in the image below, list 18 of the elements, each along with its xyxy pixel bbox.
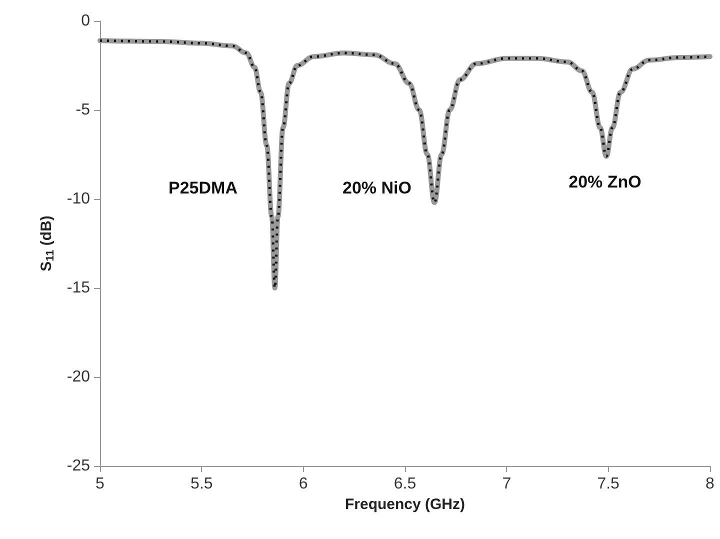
y-tick-label: -20 (66, 368, 90, 386)
y-tick-label: -5 (76, 102, 90, 118)
x-tick-label: 7.5 (597, 476, 620, 492)
annotation: 20% ZnO (568, 172, 642, 192)
y-tick-label: -10 (66, 190, 90, 208)
x-tick-label: 5 (96, 476, 105, 492)
x-tick-label: 6.5 (394, 476, 416, 492)
x-tick-label: 6 (298, 476, 308, 492)
y-tick-label: -25 (66, 458, 90, 474)
annotation: 20% NiO (342, 178, 412, 198)
x-axis-title: Frequency (GHz) (344, 496, 466, 513)
y-tick-label: 0 (81, 12, 90, 30)
y-tick-label: -15 (66, 280, 90, 296)
x-tick-label: 7 (502, 476, 512, 492)
annotation: P25DMA (168, 178, 238, 198)
x-tick-label: 5.5 (190, 476, 213, 492)
x-tick-label: 8 (706, 476, 715, 492)
y-axis-title: S11 (dB) (38, 216, 56, 272)
